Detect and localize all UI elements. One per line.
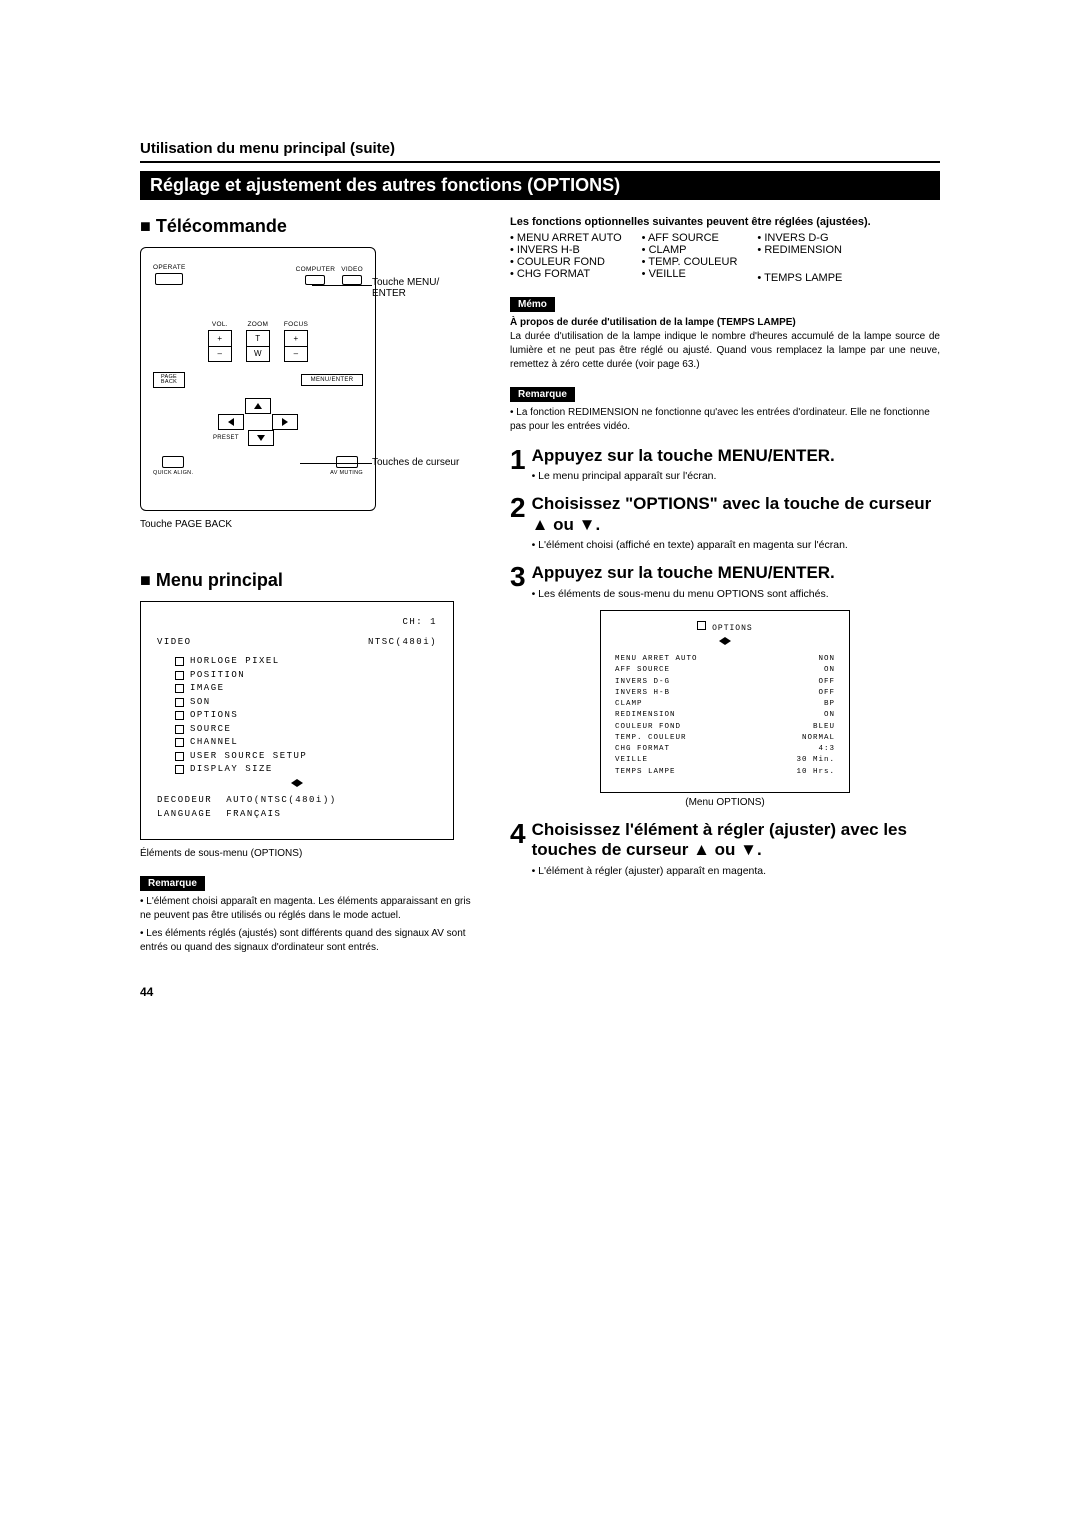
remote-diagram: OPERATE COMPUTER VIDEO VOL.+– ZOOMTW FOC…: [140, 247, 376, 511]
step-title: Appuyez sur la touche MENU/ENTER.: [532, 446, 835, 466]
memo-body: La durée d'utilisation de la lampe indiq…: [510, 330, 940, 372]
arrow-right-icon: [282, 418, 288, 426]
step-3: 3 Appuyez sur la touche MENU/ENTER. • Le…: [510, 563, 940, 599]
step-body: • L'élément à régler (ajuster) apparaît …: [532, 865, 940, 877]
manual-page: Utilisation du menu principal (suite) Ré…: [140, 140, 940, 999]
step-1: 1 Appuyez sur la touche MENU/ENTER. • Le…: [510, 446, 940, 482]
remote-heading: ■ Télécommande: [140, 216, 480, 237]
step-title: Appuyez sur la touche MENU/ENTER.: [532, 563, 835, 583]
step-4: 4 Choisissez l'élément à régler (ajuster…: [510, 820, 940, 877]
menu-item: SON: [175, 696, 437, 710]
function-item: AFF SOURCE: [642, 232, 738, 244]
step-title: Choisissez "OPTIONS" avec la touche de c…: [532, 494, 940, 535]
options-row: COULEUR FONDBLEU: [615, 722, 835, 733]
step-body: • Le menu principal apparaît sur l'écran…: [532, 470, 835, 482]
function-item: INVERS D-G: [757, 232, 842, 244]
cursor-pad: PRESET: [213, 398, 303, 446]
function-item: REDIMENSION: [757, 244, 842, 256]
menu-item: HORLOGE PIXEL: [175, 655, 437, 669]
memo-label: Mémo: [510, 297, 555, 312]
step-title: Choisissez l'élément à régler (ajuster) …: [532, 820, 940, 861]
menu-heading: ■ Menu principal: [140, 570, 480, 591]
remarque-label: Remarque: [140, 876, 205, 891]
callout-menu-enter: Touche MENU/ ENTER: [372, 277, 462, 299]
arrow-left-icon: [228, 418, 234, 426]
page-number: 44: [140, 985, 940, 999]
function-item: CLAMP: [642, 244, 738, 256]
menu-item: OPTIONS: [175, 709, 437, 723]
pageback-caption: Touche PAGE BACK: [140, 519, 480, 530]
function-item: VEILLE: [642, 268, 738, 280]
options-row: AFF SOURCEON: [615, 665, 835, 676]
title-bar: Réglage et ajustement des autres fonctio…: [140, 171, 940, 200]
main-menu-box: CH: 1 VIDEONTSC(480i) HORLOGE PIXELPOSIT…: [140, 601, 454, 840]
function-item: MENU ARRET AUTO: [510, 232, 622, 244]
function-item: COULEUR FOND: [510, 256, 622, 268]
function-item: [757, 256, 842, 272]
function-item: TEMP. COULEUR: [642, 256, 738, 268]
step-number: 3: [510, 563, 526, 599]
options-row: VEILLE30 Min.: [615, 755, 835, 766]
menu-caption: Éléments de sous-menu (OPTIONS): [140, 848, 480, 859]
step-body: • Les éléments de sous-menu du menu OPTI…: [532, 588, 835, 600]
menu-item: POSITION: [175, 669, 437, 683]
step-body: • L'élément choisi (affiché en texte) ap…: [532, 539, 940, 551]
options-row: INVERS D-GOFF: [615, 677, 835, 688]
callout-cursor: Touches de curseur: [372, 457, 462, 468]
remarque-text: • Les éléments réglés (ajustés) sont dif…: [140, 927, 480, 955]
arrow-down-icon: [257, 435, 265, 441]
menu-item: SOURCE: [175, 723, 437, 737]
options-row: TEMP. COULEURNORMAL: [615, 733, 835, 744]
options-row: CLAMPBP: [615, 699, 835, 710]
options-row: REDIMENSIONON: [615, 710, 835, 721]
function-item: CHG FORMAT: [510, 268, 622, 280]
page-back-btn: PAGE BACK: [153, 372, 185, 388]
function-item: INVERS H-B: [510, 244, 622, 256]
step-2: 2 Choisissez "OPTIONS" avec la touche de…: [510, 494, 940, 551]
memo-title: À propos de durée d'utilisation de la la…: [510, 316, 940, 330]
step-number: 4: [510, 820, 526, 877]
remarque-label-r: Remarque: [510, 387, 575, 402]
options-row: INVERS H-BOFF: [615, 688, 835, 699]
left-column: ■ Télécommande OPERATE COMPUTER VIDEO VO…: [140, 216, 480, 955]
remarque-text: • L'élément choisi apparaît en magenta. …: [140, 895, 480, 923]
options-row: CHG FORMAT4:3: [615, 744, 835, 755]
arrow-up-icon: [254, 403, 262, 409]
menu-item: DISPLAY SIZE: [175, 763, 437, 777]
menu-item: CHANNEL: [175, 736, 437, 750]
menu-item: USER SOURCE SETUP: [175, 750, 437, 764]
intro-text: Les fonctions optionnelles suivantes peu…: [510, 216, 940, 228]
step-number: 2: [510, 494, 526, 551]
menu-enter-btn: MENU/ENTER: [301, 374, 363, 386]
right-column: Les fonctions optionnelles suivantes peu…: [510, 216, 940, 955]
options-menu-box: OPTIONS MENU ARRET AUTONONAFF SOURCEONIN…: [600, 610, 850, 793]
options-caption: (Menu OPTIONS): [510, 797, 940, 808]
options-row: MENU ARRET AUTONON: [615, 654, 835, 665]
step-number: 1: [510, 446, 526, 482]
section-header: Utilisation du menu principal (suite): [140, 140, 940, 163]
menu-item: IMAGE: [175, 682, 437, 696]
function-list: MENU ARRET AUTOINVERS H-BCOULEUR FONDCHG…: [510, 232, 940, 284]
remarque-body-r: • La fonction REDIMENSION ne fonctionne …: [510, 406, 940, 434]
options-row: TEMPS LAMPE10 Hrs.: [615, 767, 835, 778]
function-item: TEMPS LAMPE: [757, 272, 842, 284]
